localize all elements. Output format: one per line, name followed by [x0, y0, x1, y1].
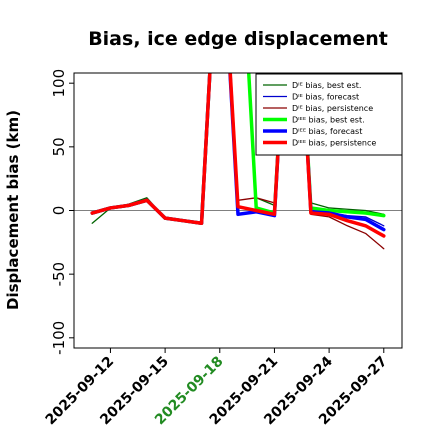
- y-axis-label: Displacement bias (km): [4, 110, 22, 310]
- y-tick-label: 0: [50, 206, 68, 216]
- series-line-6: [90, 73, 386, 238]
- y-tick-label: 100: [50, 69, 68, 98]
- legend-entry-label: Dᴵᴱ bias, best est.: [292, 81, 361, 90]
- series-line-1: [91, 73, 385, 224]
- y-tick-label: -50: [50, 262, 68, 287]
- legend-entry-label: Dᴵᴱᴱ bias, forecast: [292, 127, 362, 136]
- legend-entry-label: Dᴵᴱᴱ bias, best est.: [292, 116, 365, 125]
- series-group: [90, 73, 386, 250]
- y-tick-label: -100: [50, 321, 68, 355]
- legend: Dᴵᴱ bias, best est. Dᴵᴱ bias, forecast Dᴵᴱ…: [255, 73, 403, 156]
- legend-entry-label: Dᴵᴱ bias, persistence: [292, 104, 373, 113]
- y-tick-label: 50: [50, 137, 68, 156]
- plot-frame: [73, 72, 403, 349]
- legend-entry-label: Dᴵᴱ bias, forecast: [292, 93, 359, 102]
- legend-entry-label: Dᴵᴱᴱ bias, persistence: [292, 139, 376, 148]
- chart-title: Bias, ice edge displacement: [88, 28, 388, 50]
